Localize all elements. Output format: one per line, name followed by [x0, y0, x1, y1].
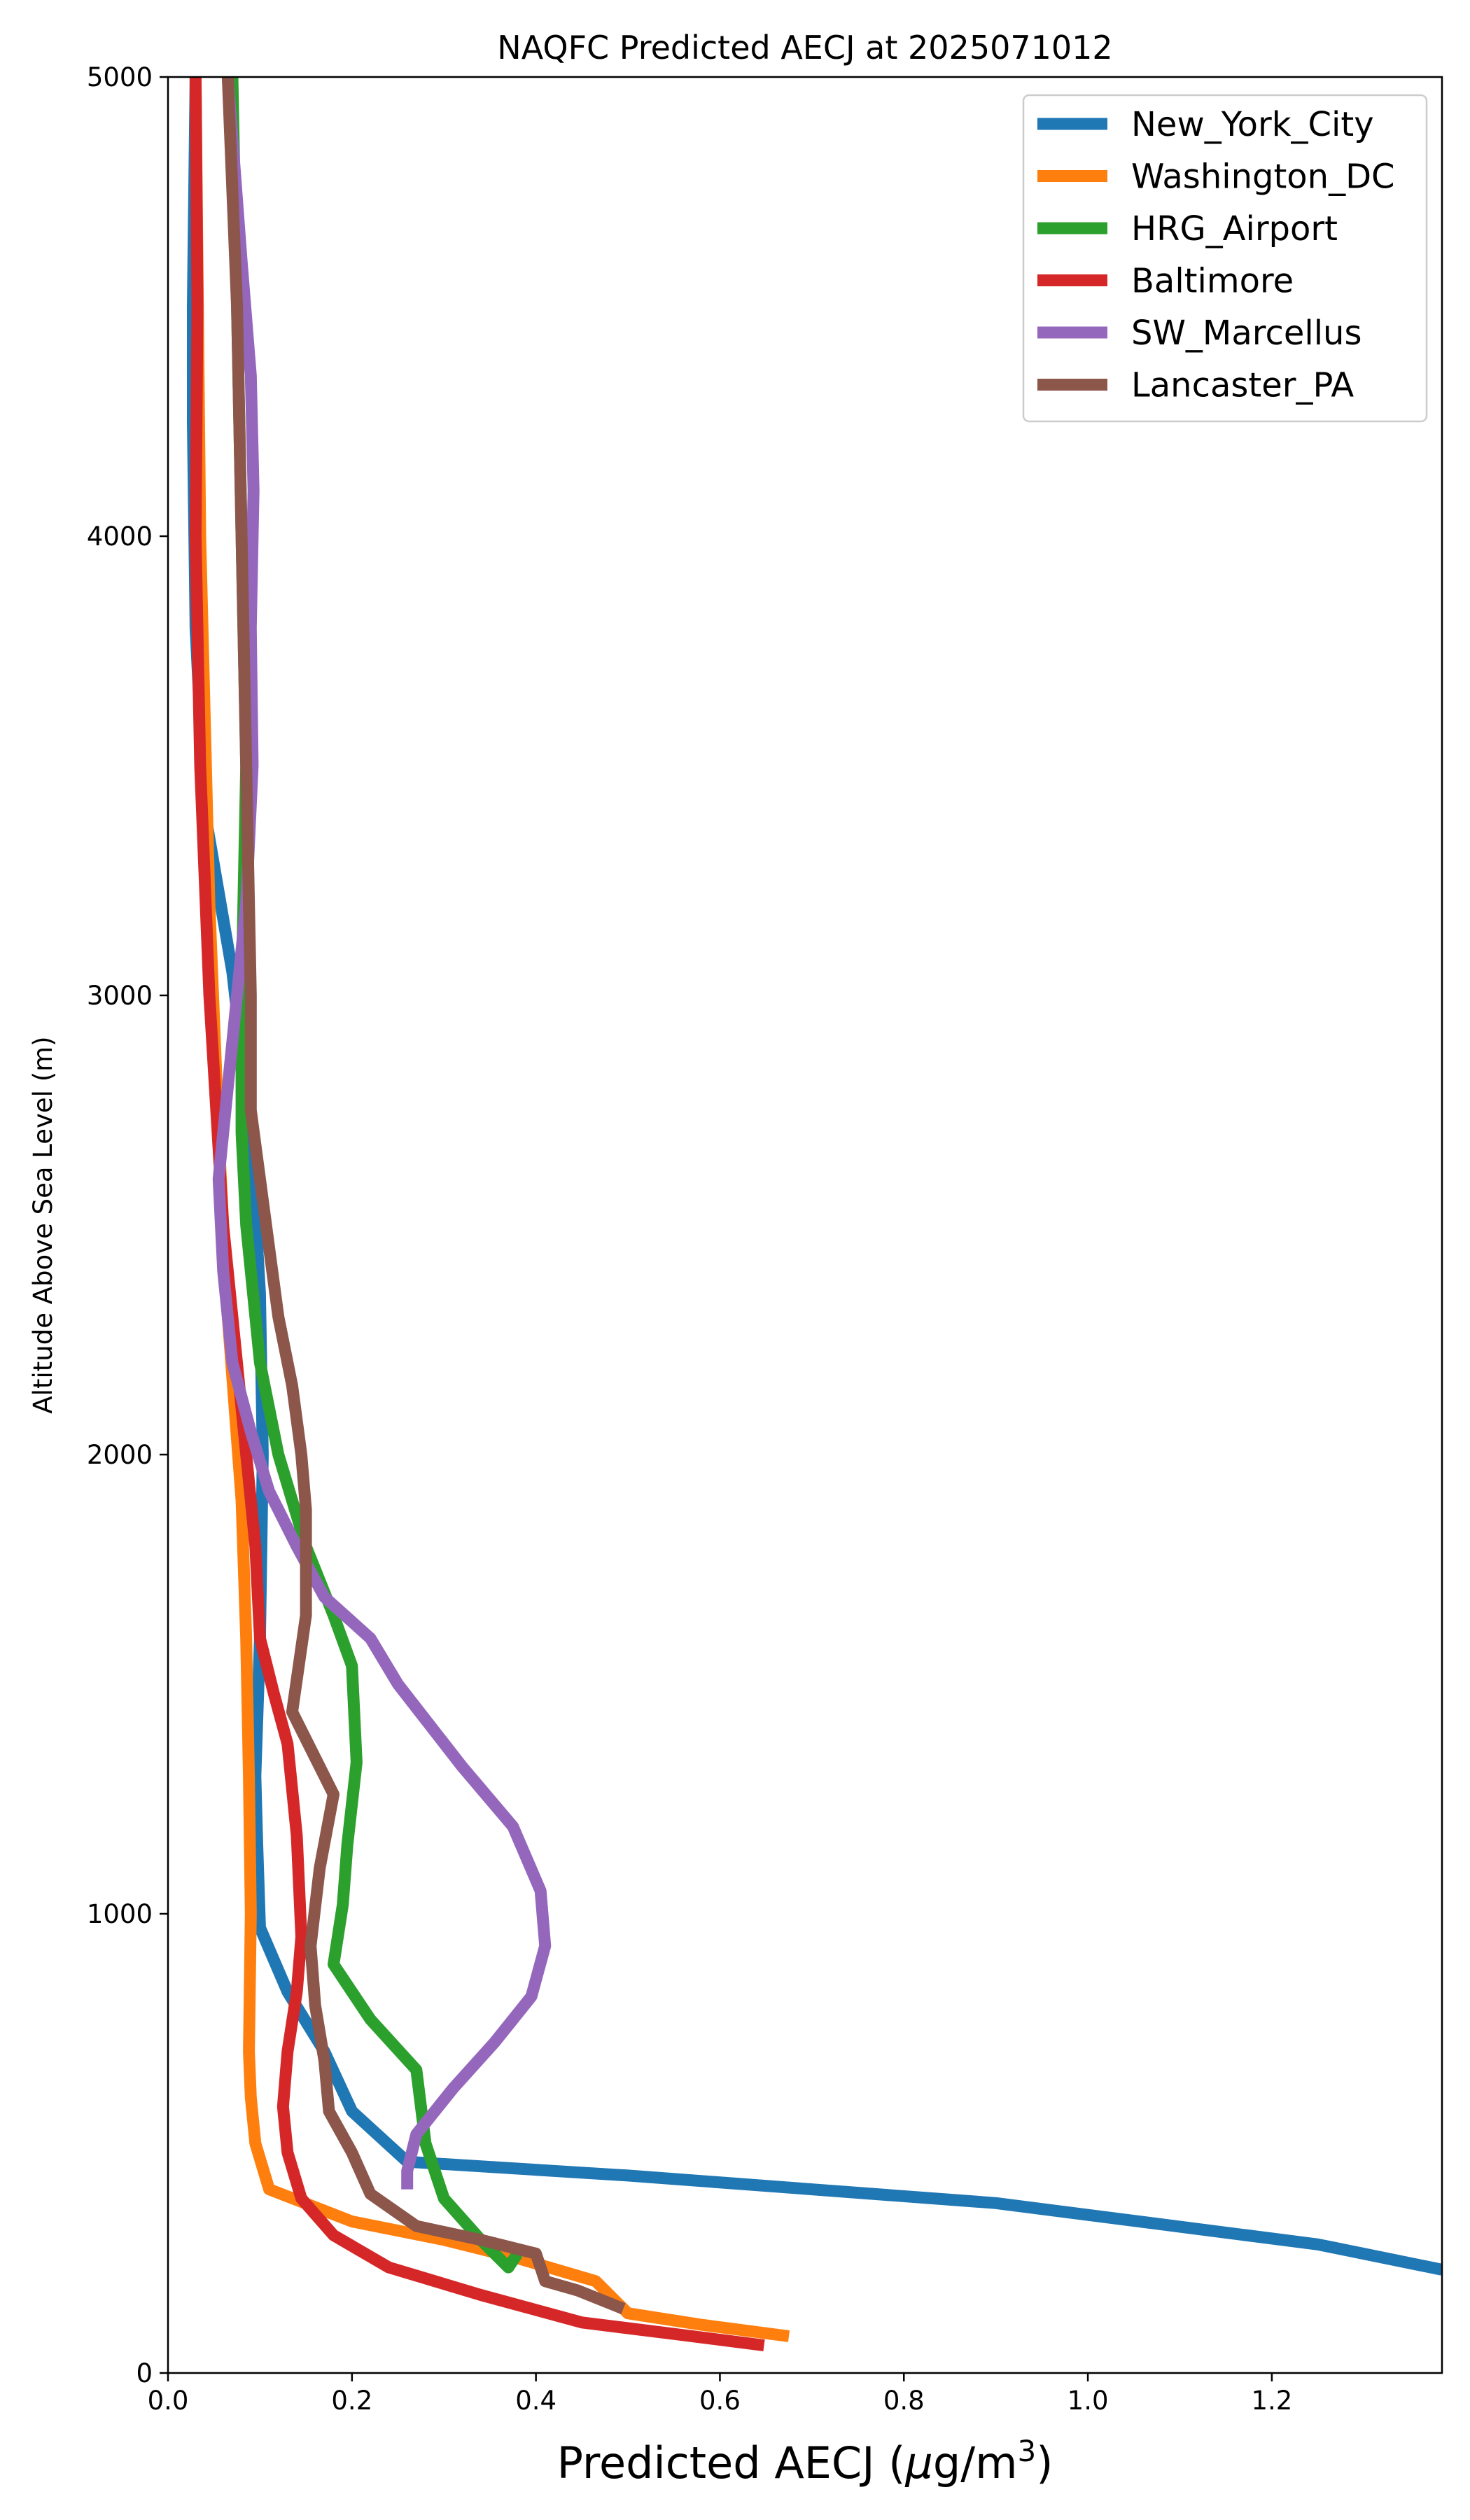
axes-frame: [167, 76, 1443, 2374]
legend-label: Baltimore: [1131, 262, 1294, 301]
x-tick-label: 1.0: [1068, 2386, 1109, 2416]
y-tick-label: 1000: [87, 1899, 153, 1929]
series-line-lancaster-pa: [221, 77, 626, 2315]
plot-area: [167, 76, 1443, 2374]
y-axis: 0 1000 2000 3000 4000 5000: [87, 62, 168, 2388]
legend-box: [1022, 94, 1428, 423]
x-axis-label-superscript: 3: [1017, 2434, 1036, 2468]
axes-background: [168, 77, 1442, 2373]
x-axis-label-close: ): [1036, 2437, 1053, 2488]
x-tick-label: 0.0: [148, 2386, 189, 2416]
legend-label: HRG_Airport: [1131, 209, 1338, 248]
x-tick-label: 1.2: [1251, 2386, 1292, 2416]
x-axis-label: Predicted AECJ (μg/m3): [557, 2434, 1054, 2488]
y-tick-label: 0: [136, 2358, 153, 2388]
legend-label: SW_Marcellus: [1131, 314, 1362, 353]
chart-title: NAQFC Predicted AECJ at 2025071012: [497, 29, 1112, 66]
y-tick-label: 2000: [87, 1440, 153, 1470]
legend-label: New_York_City: [1131, 105, 1374, 144]
y-tick-label: 5000: [87, 62, 153, 92]
x-axis-label-mu: μ: [904, 2437, 932, 2488]
x-tick-label: 0.2: [331, 2386, 372, 2416]
y-tick-label: 3000: [87, 981, 153, 1011]
legend-label: Washington_DC: [1131, 158, 1395, 197]
x-axis-label-text: Predicted AECJ (: [557, 2437, 906, 2488]
x-tick-label: 0.6: [699, 2386, 741, 2416]
legend-items: New_York_City Washington_DC HRG_Airport Bal…: [1037, 105, 1395, 405]
x-tick-label: 0.4: [515, 2386, 556, 2416]
x-tick-label: 0.8: [883, 2386, 925, 2416]
legend: New_York_City Washington_DC HRG_Airport Bal…: [1022, 94, 1428, 423]
y-tick-label: 4000: [87, 522, 153, 552]
x-axis-label-unit: g/m: [933, 2437, 1018, 2488]
series-line-baltimore: [189, 77, 765, 2352]
series-line-sw-marcellus: [212, 77, 552, 2190]
series-group: [187, 77, 1442, 2352]
y-axis-label: Altitude Above Sea Level (m): [28, 1036, 58, 1413]
legend-label: Lancaster_PA: [1131, 366, 1354, 405]
x-axis: 0.0 0.2 0.4 0.6 0.8 1.0 1.2: [148, 2373, 1292, 2416]
